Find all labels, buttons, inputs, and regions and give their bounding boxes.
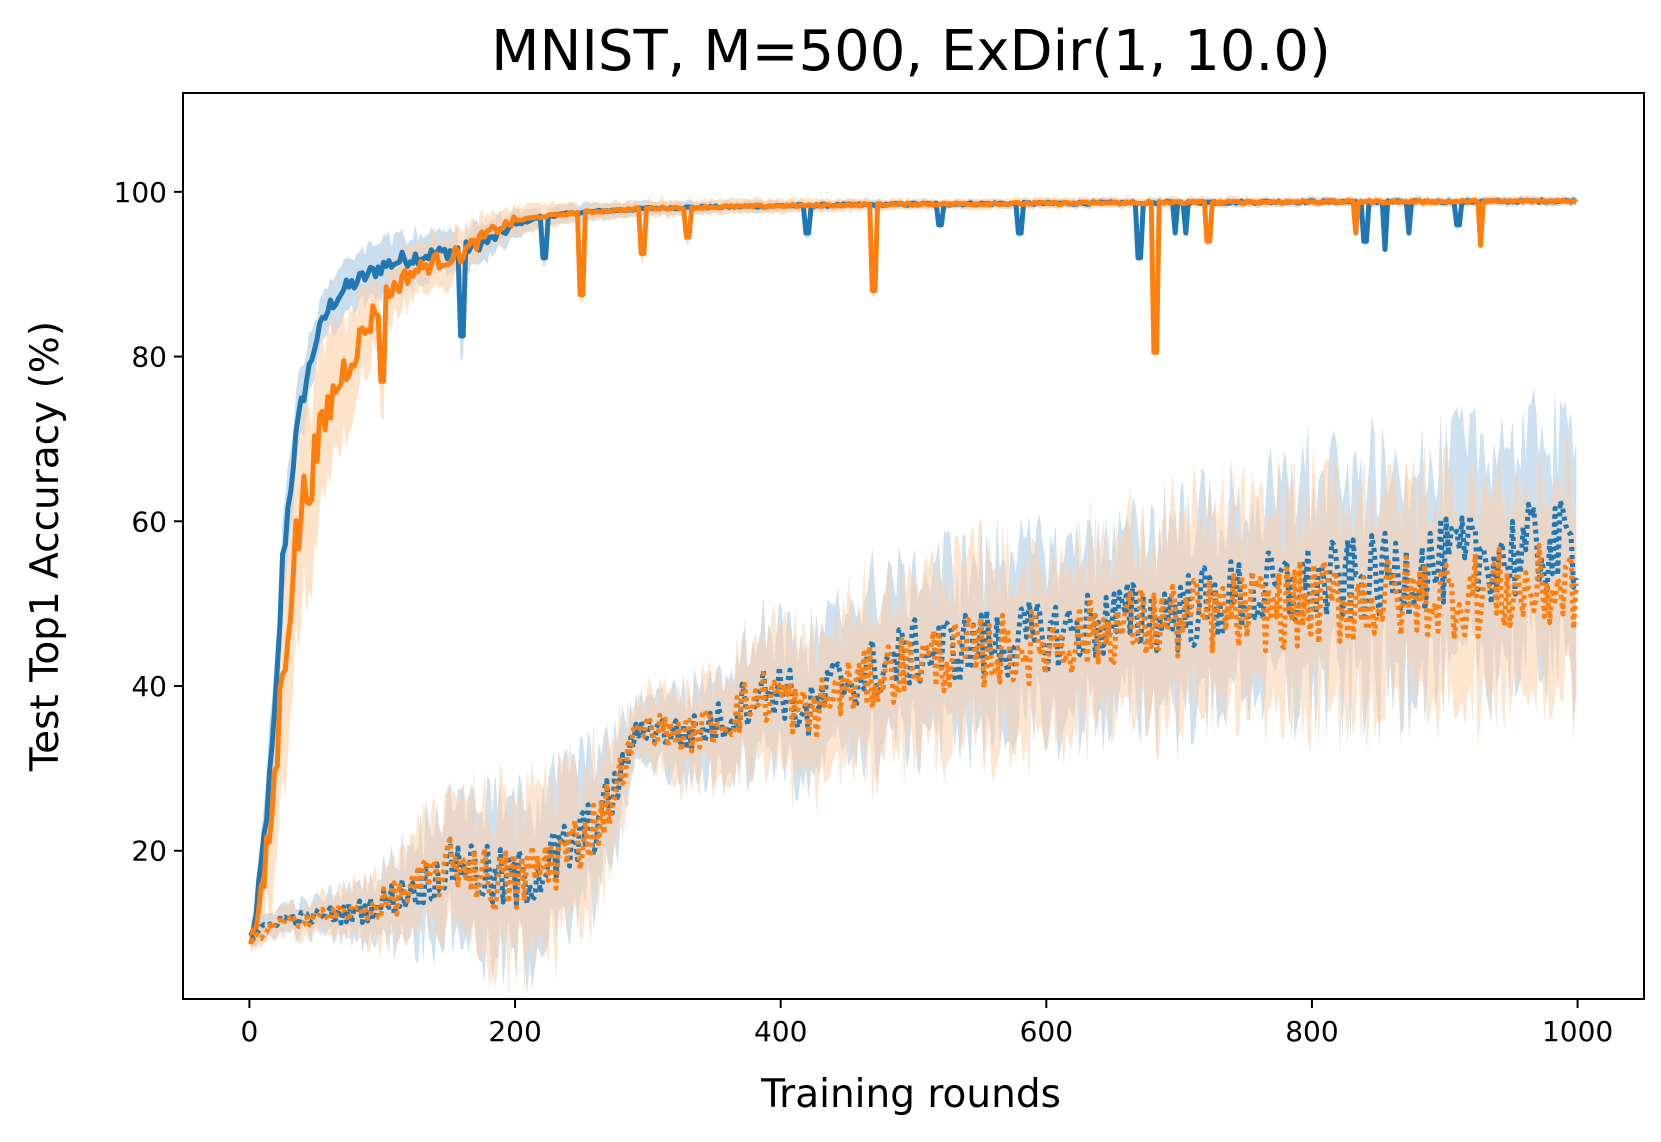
y-tick-label-3: 80 [131,341,167,374]
x-tick-label-1: 200 [488,1015,541,1048]
y-tick-label-2: 60 [131,505,167,538]
y-tick-label-0: 20 [131,835,167,868]
line-series-3 [250,498,1579,940]
y-tick-label-4: 100 [114,176,167,209]
series-lines [248,197,1579,945]
line-series-4 [250,542,1579,943]
chart-title: MNIST, M=500, ExDir(1, 10.0) [491,19,1331,84]
y-axis-label: Test Top1 Accuracy (%) [23,321,68,772]
x-axis-ticks: 0 200 400 600 800 1000 [240,999,1613,1048]
x-axis-label: Training rounds [760,1072,1061,1117]
y-tick-label-1: 40 [131,670,167,703]
x-tick-label-4: 800 [1285,1015,1338,1048]
x-tick-label-2: 400 [754,1015,807,1048]
x-tick-label-3: 600 [1020,1015,1073,1048]
x-tick-label-0: 0 [240,1015,258,1048]
plot-frame [182,92,1645,1000]
line-series-2 [248,197,1578,945]
y-axis-ticks: 20 40 60 80 100 [114,176,183,868]
x-tick-label-5: 1000 [1542,1015,1613,1048]
